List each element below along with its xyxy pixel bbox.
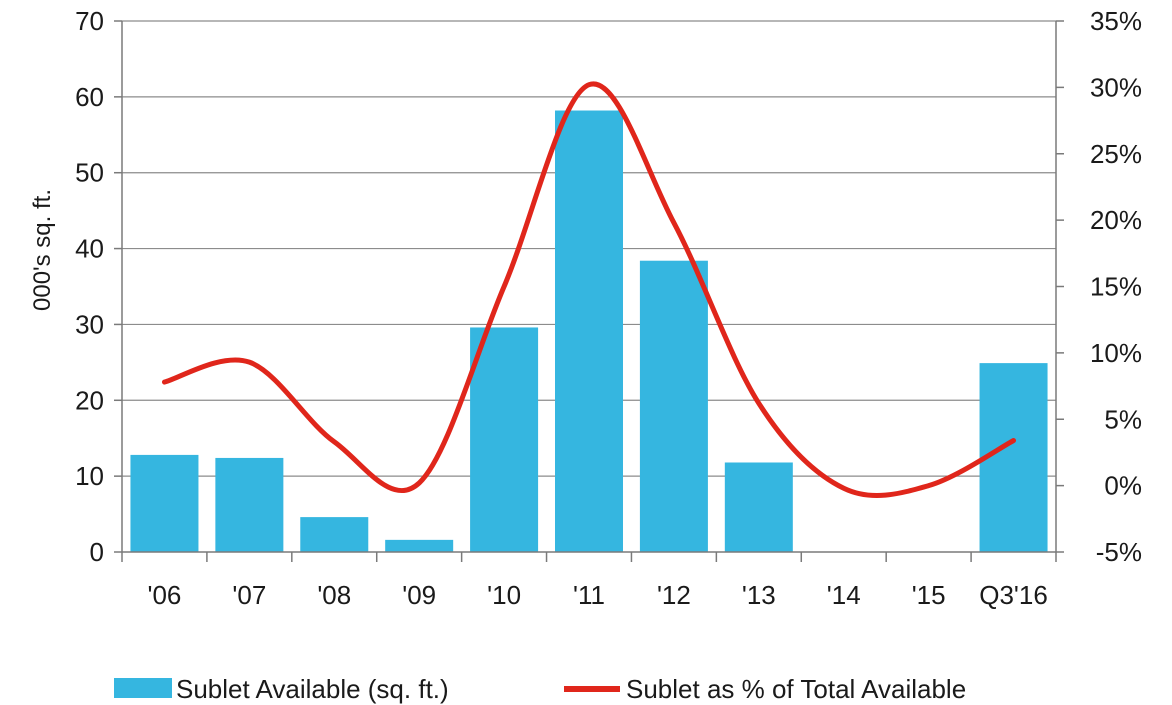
bar (130, 454, 199, 552)
legend-line-label: Sublet as % of Total Available (626, 674, 966, 704)
legend: Sublet Available (sq. ft.) Sublet as % o… (114, 674, 966, 704)
bar (724, 462, 793, 552)
left-tick-label: 0 (90, 537, 104, 567)
left-tick-label: 40 (75, 234, 104, 264)
left-axis-ticks: 0 10 20 30 40 50 60 70 (75, 6, 122, 567)
x-tick-label: Q3'16 (979, 580, 1048, 610)
right-tick-label: 5% (1104, 404, 1142, 434)
left-tick-label: 50 (75, 158, 104, 188)
x-tick-label: '07 (232, 580, 266, 610)
legend-bar-label: Sublet Available (sq. ft.) (176, 674, 449, 704)
bar (300, 517, 369, 552)
right-tick-label: 30% (1090, 72, 1142, 102)
right-tick-label: 25% (1090, 139, 1142, 169)
legend-bar-swatch (114, 678, 172, 698)
x-tick-label: '13 (742, 580, 776, 610)
x-tick-label: '10 (487, 580, 521, 610)
bar (639, 260, 708, 552)
right-tick-label: 10% (1090, 338, 1142, 368)
x-tick-label: '09 (402, 580, 436, 610)
bar (470, 327, 539, 552)
left-tick-label: 20 (75, 385, 104, 415)
left-tick-label: 70 (75, 6, 104, 36)
left-tick-label: 30 (75, 309, 104, 339)
right-tick-label: 15% (1090, 272, 1142, 302)
x-tick-label: '11 (573, 580, 605, 610)
x-tick-label: '14 (827, 580, 861, 610)
bar (215, 457, 284, 552)
x-tick-label: '15 (912, 580, 946, 610)
left-tick-label: 10 (75, 461, 104, 491)
y-axis-title: 000's sq. ft. (29, 189, 56, 311)
bar (385, 539, 454, 552)
left-tick-label: 60 (75, 82, 104, 112)
right-tick-label: 35% (1090, 6, 1142, 36)
series-line (161, 81, 1017, 499)
x-tick-label: '06 (148, 580, 182, 610)
right-axis-ticks: -5% 0% 5% 10% 15% 20% 25% 30% 35% (1056, 6, 1142, 567)
x-tick-label: '12 (657, 580, 691, 610)
bar-series (130, 110, 1048, 553)
bar (555, 110, 623, 553)
line-series (161, 81, 1017, 499)
right-tick-label: -5% (1096, 537, 1142, 567)
bar (979, 363, 1048, 552)
x-tick-label: '08 (317, 580, 351, 610)
x-axis-ticks: '06 '07 '08 '09 '10 '11 '12 '13 '14 '15 Q3'16 (121, 552, 1057, 610)
right-tick-label: 20% (1090, 205, 1142, 235)
right-tick-label: 0% (1104, 471, 1142, 501)
